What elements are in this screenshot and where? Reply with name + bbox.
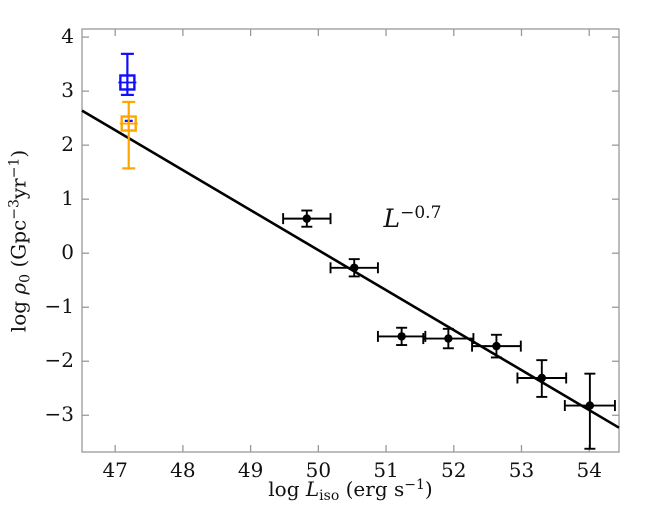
data-point [282, 209, 332, 228]
data-point [471, 333, 522, 359]
data-point [376, 326, 427, 346]
data-point [422, 327, 475, 350]
filled-circle-marker [350, 263, 359, 272]
blue-open-square [118, 52, 137, 97]
orange-open-square [119, 100, 138, 170]
filled-circle-marker [302, 214, 312, 223]
data-point [329, 258, 379, 278]
filled-circle-marker [492, 341, 501, 351]
open-square-marker [119, 74, 136, 91]
data-point [563, 372, 616, 450]
data-point [516, 359, 568, 398]
filled-circle-marker [397, 332, 406, 341]
filled-circle-marker [444, 334, 453, 343]
filled-circle-marker [585, 401, 595, 410]
open-square-marker [120, 115, 137, 132]
filled-circle-marker [537, 373, 547, 383]
axes-frame [81, 28, 620, 453]
